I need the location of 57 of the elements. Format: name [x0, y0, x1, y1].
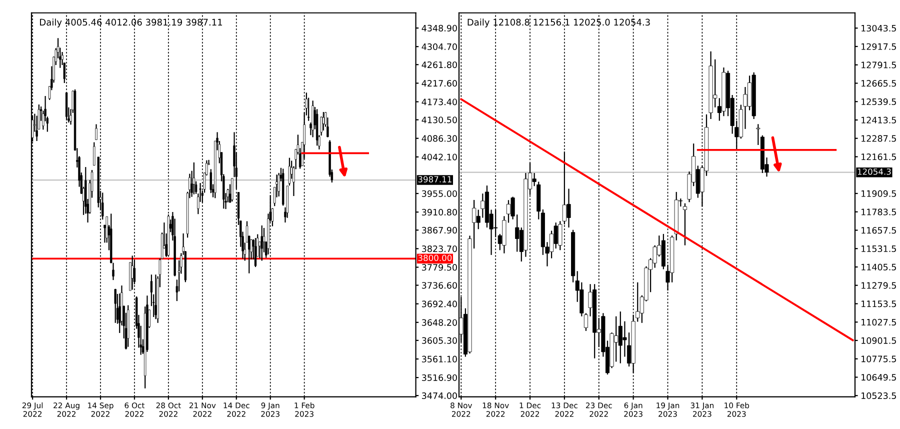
y-tick-label: 4042.10 [422, 154, 457, 160]
y-tick-label: 3736.60 [422, 282, 457, 289]
y-tick-label: 3910.80 [422, 208, 457, 216]
y-tick-label: 12917.5 [862, 43, 896, 50]
y-tick-label: 12791.5 [862, 62, 896, 68]
y-tick-label: 3605.30 [422, 337, 457, 344]
y-tick-label: 13043.5 [862, 24, 896, 32]
y-tick-label: 4348.90 [422, 24, 457, 32]
y-tick-label: 12287.5 [862, 135, 896, 142]
y-tick-label: 4217.60 [422, 80, 457, 87]
candlestick [260, 224, 263, 262]
y-tick-label: 3516.90 [422, 374, 457, 381]
y-tick-label: 10775.5 [862, 356, 896, 362]
y-tick-label: 3474.00 [422, 392, 457, 400]
y-tick-label: 3867.90 [422, 226, 457, 234]
y-tick-label: 3648.20 [422, 319, 457, 326]
y-tick-label: 11027.5 [862, 318, 896, 326]
y-tick-label: 4304.70 [422, 43, 457, 50]
candlestick [192, 162, 196, 195]
y-tick-label: 3955.00 [422, 190, 457, 197]
y-tick-label: 10649.5 [862, 374, 896, 381]
y-tick-label: 3823.70 [422, 245, 457, 252]
y-tick-label: 12665.5 [862, 80, 896, 87]
candlestick [231, 178, 234, 202]
candlestick [322, 111, 325, 132]
y-tick-label: 4261.80 [422, 61, 457, 68]
candlestick [254, 237, 257, 268]
y-tick-label: 3692.40 [422, 300, 457, 308]
candlestick [95, 124, 98, 140]
y-tick-label: 12539.5 [862, 98, 896, 106]
candlestick [756, 124, 760, 146]
ref-line-label: 12054.3 [858, 168, 891, 175]
y-tick-label: 12413.5 [862, 116, 896, 124]
y-tick-label: 4130.50 [422, 116, 457, 124]
y-tick-label: 12161.5 [862, 154, 896, 160]
candlestick [114, 288, 116, 324]
candlestick [288, 157, 291, 186]
y-tick-label: 4086.30 [422, 135, 457, 142]
y-tick-label: 11783.5 [862, 208, 896, 216]
y-tick-label: 11405.5 [862, 264, 896, 270]
y-tick-label: 11279.5 [862, 282, 896, 289]
y-tick-label: 11909.5 [862, 190, 896, 197]
ref-line-label: 3987.11 [418, 176, 452, 182]
ref-line-label: 3800.00 [418, 254, 452, 262]
candlestick [154, 274, 157, 320]
y-tick-label: 11153.5 [862, 300, 896, 308]
y-tick-label: 4173.40 [422, 98, 457, 106]
y-tick-label: 10523.5 [862, 392, 896, 400]
candlestick [682, 202, 687, 246]
y-tick-label: 10901.5 [862, 337, 896, 344]
text: Daily 4005.46 4012.06 3981.19 3987.11 [40, 18, 222, 28]
y-tick-label: 11531.5 [862, 245, 896, 252]
text: Daily 12108.8 12156.1 12025.0 12054.3 [468, 18, 650, 28]
y-tick-label: 11657.5 [862, 227, 896, 234]
candlestick [112, 262, 114, 281]
y-tick-label: 3779.50 [422, 264, 457, 271]
y-tick-label: 3561.10 [422, 356, 457, 362]
